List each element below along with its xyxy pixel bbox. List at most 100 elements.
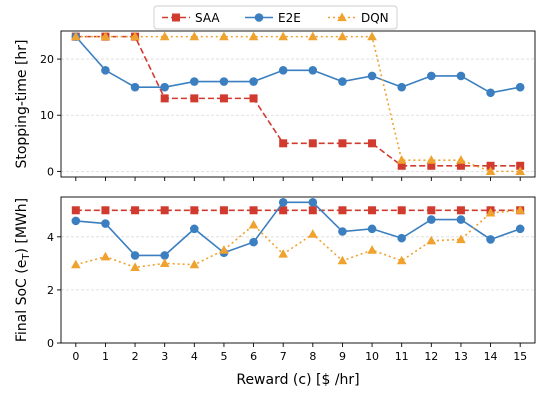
data-point-e2e <box>486 88 495 98</box>
data-point-dqn <box>426 235 437 245</box>
legend-entry-e2e: E2E <box>245 11 301 25</box>
data-point-dqn <box>189 31 200 41</box>
data-point-dqn <box>219 31 229 41</box>
data-point-e2e <box>367 224 377 234</box>
data-point-e2e <box>427 71 436 81</box>
data-point-dqn <box>485 207 496 217</box>
data-point-e2e <box>308 66 318 75</box>
data-point-dqn <box>396 155 407 164</box>
data-point-saa <box>338 139 347 148</box>
series-line-saa <box>75 35 521 167</box>
data-point-e2e <box>456 215 466 224</box>
data-point-saa <box>249 94 258 103</box>
data-point-saa <box>160 94 169 103</box>
y-tick-label: 10 <box>40 109 54 122</box>
legend: SAA E2E DQN <box>153 5 398 30</box>
data-point-saa <box>71 206 80 215</box>
data-point-saa <box>397 161 406 170</box>
data-point-saa <box>190 94 199 103</box>
data-point-e2e <box>486 235 495 244</box>
x-tick-label: 2 <box>132 350 139 363</box>
data-point-saa <box>279 139 288 148</box>
legend-label: DQN <box>361 11 389 25</box>
data-point-dqn <box>100 31 111 41</box>
data-point-e2e <box>130 251 140 260</box>
data-point-saa <box>427 161 436 170</box>
x-axis-label: Reward (c) [$ /hr] <box>236 372 359 388</box>
data-point-saa <box>456 161 465 170</box>
x-tick-label: 1 <box>102 350 109 363</box>
data-point-saa <box>219 94 228 103</box>
data-point-saa <box>368 206 377 215</box>
data-point-e2e <box>367 71 377 81</box>
x-tick-label: 5 <box>220 350 227 363</box>
data-point-dqn <box>367 31 377 41</box>
data-point-dqn <box>515 166 525 175</box>
data-point-saa <box>456 206 465 215</box>
stopping-time-panel: 0 10 20 <box>40 30 536 181</box>
x-tick-label: 15 <box>513 350 527 363</box>
data-point-e2e <box>249 237 258 247</box>
data-point-dqn <box>278 31 288 41</box>
data-point-dqn <box>248 219 259 229</box>
data-point-saa <box>516 161 525 170</box>
data-point-e2e <box>160 82 169 92</box>
data-point-e2e <box>397 233 406 243</box>
data-point-e2e <box>101 66 110 75</box>
data-point-dqn <box>308 31 318 41</box>
data-point-dqn <box>159 258 170 267</box>
legend-marker <box>254 13 264 22</box>
data-point-e2e <box>249 77 258 86</box>
data-point-dqn <box>396 255 407 265</box>
x-tick-label: 3 <box>161 350 168 363</box>
data-point-e2e <box>190 77 199 86</box>
data-point-e2e <box>515 82 525 92</box>
data-point-dqn <box>426 155 437 164</box>
data-point-saa <box>427 206 436 215</box>
legend-marker <box>172 13 180 22</box>
data-point-dqn <box>189 259 200 269</box>
plot-frame <box>60 30 536 178</box>
series-line-e2e <box>75 36 521 94</box>
data-point-e2e <box>338 77 347 86</box>
data-point-saa <box>338 206 347 215</box>
y-axis-label-stopping-time: Stopping-time [hr] <box>14 39 30 168</box>
y-tick-label: 20 <box>40 53 54 66</box>
data-point-e2e <box>456 71 466 81</box>
y-tick-label: 2 <box>47 284 54 297</box>
x-tick-label: 9 <box>339 350 346 363</box>
x-tick-label: 0 <box>72 350 79 363</box>
x-tick-label: 7 <box>280 350 287 363</box>
data-point-dqn <box>130 31 140 41</box>
data-point-saa <box>160 206 169 215</box>
data-point-dqn <box>456 155 466 164</box>
x-tick-label: 6 <box>250 350 257 363</box>
legend-label: E2E <box>278 11 301 25</box>
data-point-dqn <box>485 166 496 175</box>
x-tick-label: 11 <box>395 350 409 363</box>
data-point-e2e <box>71 216 81 226</box>
y-tick-label: 0 <box>47 337 54 350</box>
data-point-dqn <box>278 249 288 258</box>
legend-box <box>153 5 398 30</box>
y-axis-label-final-soc: Final SoC (eT) [MWh] <box>14 198 32 342</box>
data-point-dqn <box>367 245 377 254</box>
series-line-dqn <box>75 35 521 173</box>
data-point-saa <box>308 139 317 148</box>
data-point-e2e <box>219 77 229 86</box>
data-point-dqn <box>159 31 170 41</box>
legend-label: SAA <box>195 11 220 25</box>
x-tick-label: 8 <box>309 350 316 363</box>
data-point-dqn <box>248 31 259 41</box>
legend-marker <box>337 12 347 22</box>
data-point-saa <box>397 206 406 215</box>
data-point-dqn <box>71 259 81 269</box>
data-point-e2e <box>515 224 525 234</box>
data-point-saa <box>486 161 495 170</box>
y-tick-label: 4 <box>47 231 54 244</box>
data-point-dqn <box>456 234 466 244</box>
data-point-saa <box>190 206 199 215</box>
data-point-e2e <box>160 251 169 260</box>
